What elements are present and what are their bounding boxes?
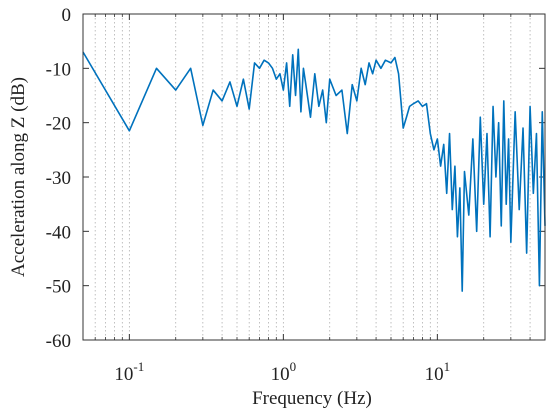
x-tick-exponent: 1	[444, 359, 451, 374]
x-axis-label: Frequency (Hz)	[252, 388, 372, 409]
x-tick-exponent: -1	[133, 359, 144, 374]
y-tick-label: -20	[46, 114, 71, 135]
x-tick-label: 10-1	[114, 359, 144, 385]
plot-frame	[82, 13, 546, 341]
y-tick-label: -60	[46, 331, 71, 352]
x-tick-label: 101	[425, 359, 451, 385]
x-tick-label: 100	[271, 359, 297, 385]
y-tick-label: -10	[46, 59, 71, 80]
y-tick-label: 0	[62, 5, 72, 26]
y-tick-label: -40	[46, 222, 71, 243]
x-tick-exponent: 0	[290, 359, 297, 374]
y-tick-label: -30	[46, 168, 71, 189]
y-tick-label: -50	[46, 277, 71, 298]
data-line	[82, 48, 546, 292]
x-tick-base: 10	[114, 364, 133, 385]
y-axis-label: Acceleration along Z (dB)	[8, 77, 29, 277]
x-tick-base: 10	[425, 364, 444, 385]
x-tick-base: 10	[271, 364, 290, 385]
